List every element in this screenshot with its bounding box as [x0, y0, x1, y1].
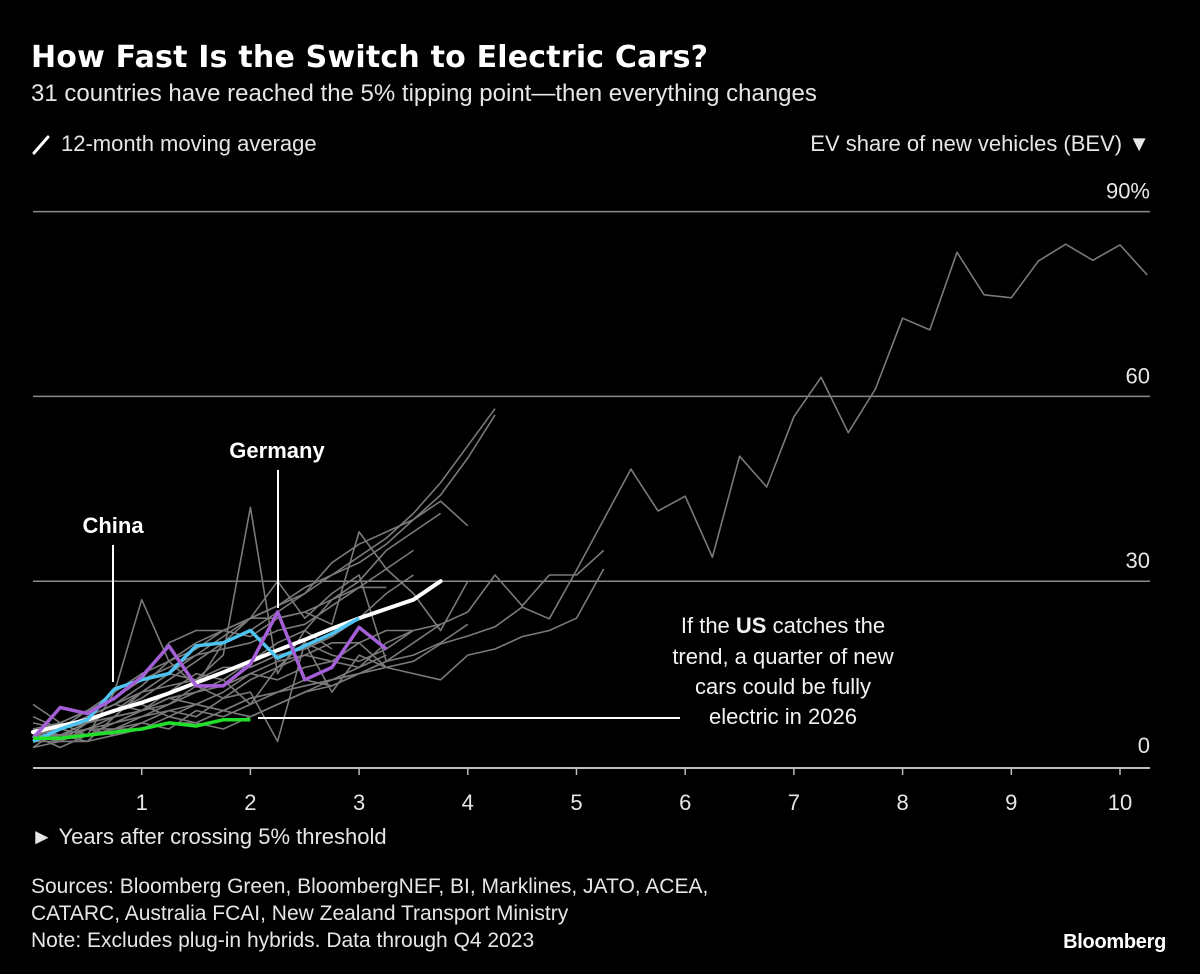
- sources-line: Sources: Bloomberg Green, BloombergNEF, …: [31, 875, 709, 898]
- y-tick-label: 60: [1126, 363, 1150, 388]
- x-tick-label: 5: [570, 790, 582, 815]
- y-axis-label: EV share of new vehicles (BEV) ▼: [810, 131, 1150, 156]
- country-line: [32, 660, 387, 737]
- note-line: Note: Excludes plug-in hybrids. Data thr…: [31, 929, 535, 952]
- country-line: [32, 414, 496, 743]
- us-annotation-line-4: electric in 2026: [709, 704, 857, 729]
- us-line: [33, 718, 251, 741]
- germany-line: [31, 610, 388, 740]
- legend-label: 12-month moving average: [61, 131, 317, 156]
- x-tick-label: 9: [1005, 790, 1017, 815]
- legend: 12-month moving average: [31, 131, 317, 157]
- x-axis-label: ► Years after crossing 5% threshold: [31, 824, 387, 849]
- average-line: [31, 579, 443, 735]
- country-line: [32, 243, 1148, 743]
- x-tick-label: 6: [679, 790, 691, 815]
- x-tick-label: 2: [244, 790, 256, 815]
- country-line: [32, 586, 387, 730]
- x-tick-label: 7: [788, 790, 800, 815]
- y-tick-label: 0: [1138, 733, 1150, 758]
- chart-title: How Fast Is the Switch to Electric Cars?: [31, 40, 709, 75]
- us-annotation-line-3: cars could be fully: [695, 674, 871, 699]
- country-line: [32, 500, 469, 749]
- x-tick-label: 1: [136, 790, 148, 815]
- china-label: China: [82, 513, 144, 538]
- slash-line-icon: [32, 135, 50, 155]
- x-tick-label: 3: [353, 790, 365, 815]
- x-tick-label: 8: [896, 790, 908, 815]
- country-line: [33, 629, 333, 737]
- bloomberg-logo: Bloomberg: [1063, 931, 1166, 953]
- x-tick-label: 10: [1108, 790, 1132, 815]
- country-line: [32, 629, 414, 743]
- germany-label: Germany: [229, 438, 325, 463]
- y-tick-label: 90%: [1106, 179, 1150, 204]
- country-line: [32, 568, 605, 743]
- chart-subtitle: 31 countries have reached the 5% tipping…: [31, 80, 817, 107]
- x-tick-label: 4: [462, 790, 474, 815]
- y-tick-label: 30: [1126, 548, 1150, 573]
- us-annotation-line-2: trend, a quarter of new: [672, 644, 893, 669]
- china-line: [32, 616, 360, 743]
- sources-note: Sources: Bloomberg Green, BloombergNEF, …: [31, 873, 708, 954]
- us-annotation-line-1: If the US catches the: [681, 613, 885, 638]
- sources-line: CATARC, Australia FCAI, New Zealand Tran…: [31, 902, 569, 925]
- country-line: [32, 654, 387, 749]
